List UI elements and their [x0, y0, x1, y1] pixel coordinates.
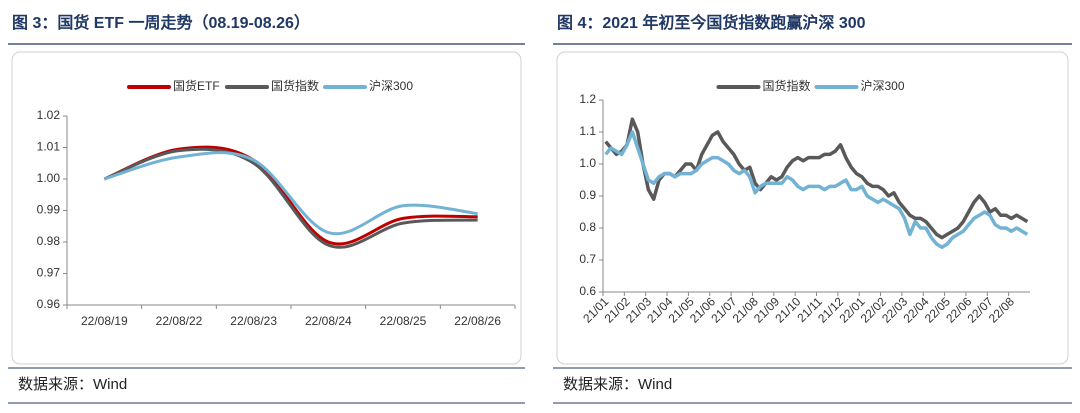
- legend-label: 沪深300: [369, 79, 413, 93]
- legend-label: 国货ETF: [173, 78, 220, 93]
- y-tick-label: 0.7: [579, 252, 596, 266]
- series-line: [604, 130, 1029, 249]
- y-tick-label: 0.97: [37, 266, 61, 280]
- y-tick-label: 1.02: [37, 108, 61, 122]
- x-tick-label: 22/08/24: [305, 314, 352, 328]
- x-tick-label: 22/08: [986, 294, 1017, 325]
- y-tick-label: 0.8: [579, 220, 596, 234]
- y-tick-label: 0.9: [579, 188, 596, 202]
- y-tick-label: 1.01: [37, 140, 61, 154]
- series-line: [604, 117, 1029, 240]
- y-tick-label: 0.98: [37, 234, 61, 248]
- y-tick-label: 1.00: [37, 171, 61, 185]
- series-line: [103, 151, 478, 236]
- x-tick-label: 22/08/26: [454, 314, 501, 328]
- y-tick-label: 1.0: [579, 156, 596, 170]
- x-tick-label: 22/08/19: [81, 314, 128, 328]
- source: 数据来源：Wind: [18, 376, 127, 393]
- y-tick-label: 0.6: [579, 284, 596, 298]
- legend-label: 国货指数: [271, 78, 319, 93]
- plot-frame: [556, 51, 1069, 365]
- x-tick-label: 22/08/23: [230, 314, 277, 328]
- y-tick-label: 1.1: [579, 124, 596, 138]
- chart-title: 图 3：国货 ETF 一周走势（08.19-08.26）: [12, 13, 310, 32]
- chart-title: 图 4：2021 年初至今国货指数跑赢沪深 300: [557, 13, 866, 32]
- x-tick-label: 22/08/25: [380, 314, 427, 328]
- y-tick-label: 0.96: [37, 297, 61, 311]
- y-tick-label: 0.99: [37, 203, 61, 217]
- y-tick-label: 1.2: [579, 92, 596, 106]
- plot-frame: [11, 51, 522, 365]
- series-line: [103, 147, 478, 249]
- x-tick-label: 22/08/22: [156, 314, 203, 328]
- source: 数据来源：Wind: [563, 376, 672, 393]
- legend-label: 沪深300: [861, 79, 905, 93]
- legend-label: 国货指数: [763, 78, 811, 93]
